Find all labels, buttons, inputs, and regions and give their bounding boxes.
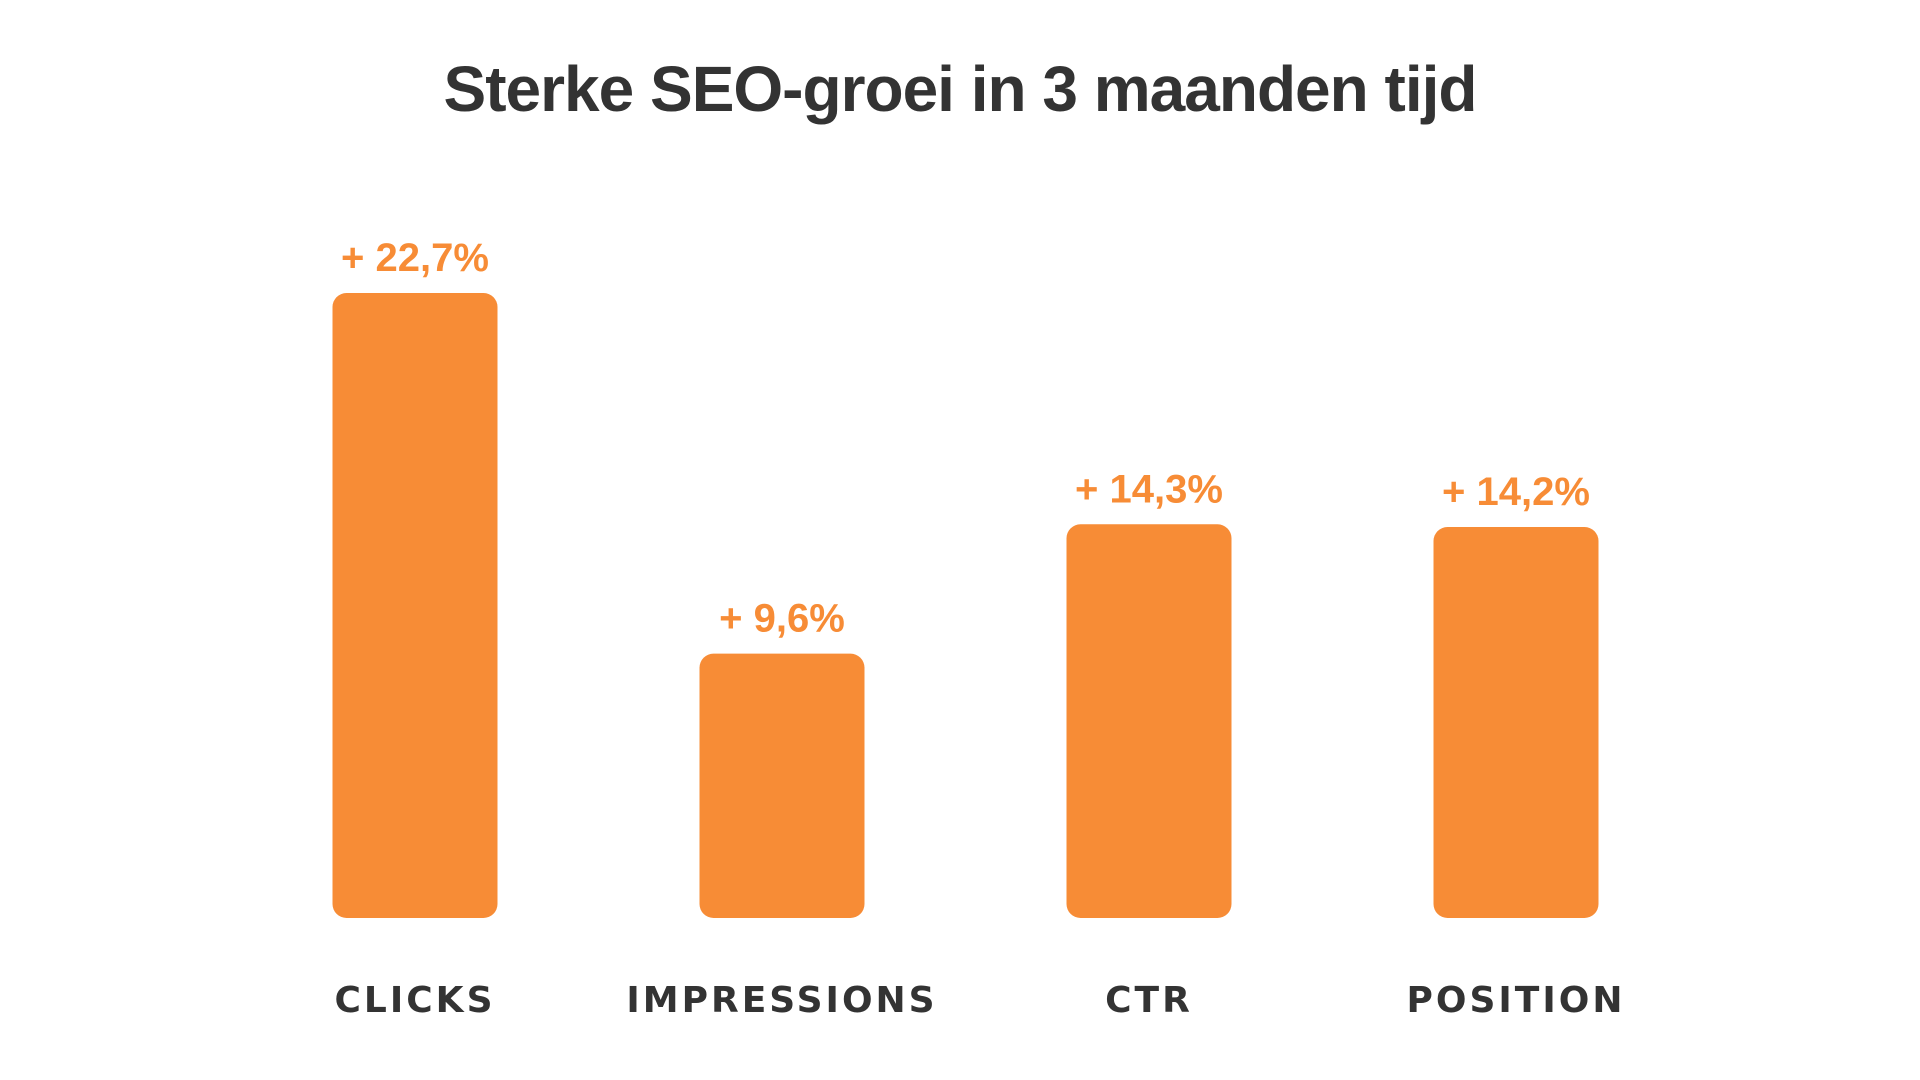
bar-impressions <box>699 653 865 918</box>
data-label-clicks: + 22,7% <box>341 236 489 280</box>
data-label-position: + 14,2% <box>1442 470 1590 514</box>
bar-position <box>1433 527 1599 918</box>
chart-title: Sterke SEO-groei in 3 maanden tijd <box>443 53 1478 125</box>
category-label-clicks: CLICKS <box>335 980 496 1021</box>
category-label-ctr: CTR <box>1105 980 1193 1021</box>
category-label-impressions: IMPRESSIONS <box>626 980 937 1021</box>
data-label-impressions: + 9,6% <box>719 597 845 641</box>
category-label-position: POSITION <box>1407 980 1626 1021</box>
bar-clicks <box>332 293 498 918</box>
bar-ctr <box>1066 524 1232 918</box>
data-label-ctr: + 14,3% <box>1075 467 1223 511</box>
